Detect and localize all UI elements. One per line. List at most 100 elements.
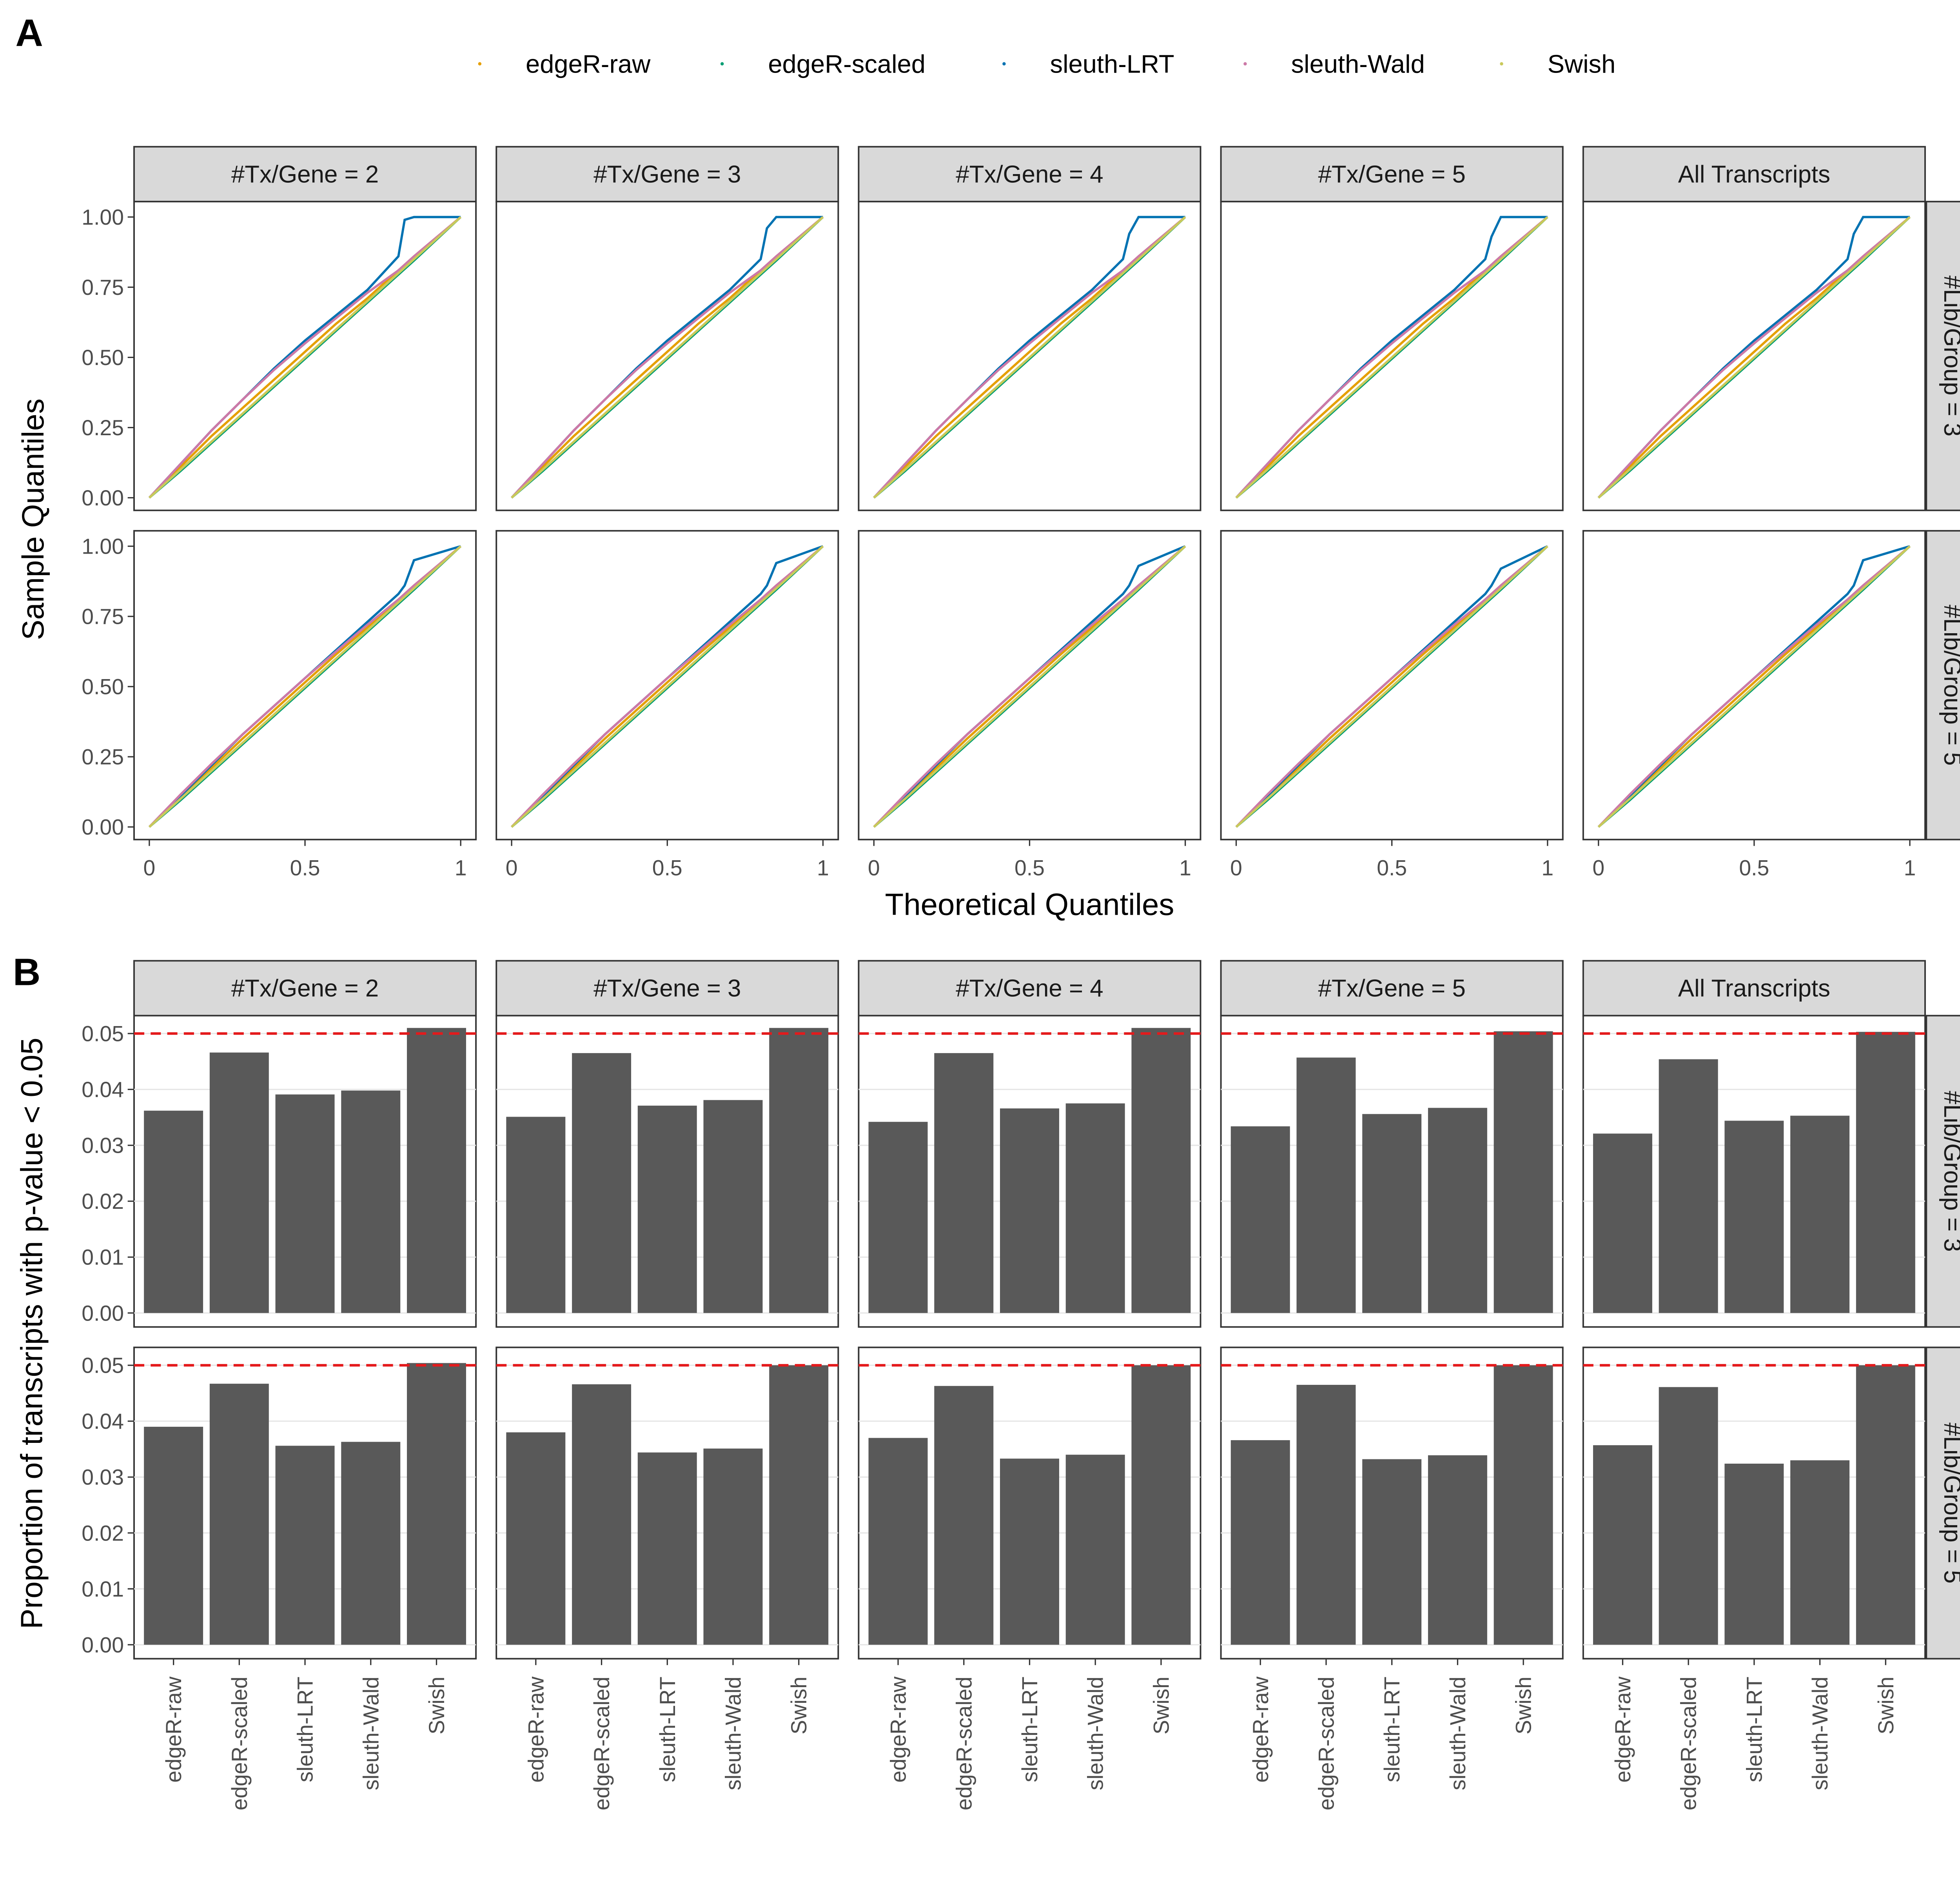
qq-line [1597, 545, 1911, 828]
bar [506, 1117, 566, 1313]
bar [506, 1432, 566, 1645]
x-tick-label: sleuth-LRT [655, 1677, 680, 1782]
bar [572, 1384, 632, 1645]
y-tick-label: 0.05 [82, 1022, 124, 1046]
y-tick-label: 0.05 [82, 1353, 124, 1378]
y-tick-label: 0.02 [82, 1189, 124, 1213]
y-axis-title: Proportion of transcripts with p-value <… [15, 1037, 49, 1629]
bar [407, 1028, 466, 1313]
facet-strip [495, 146, 839, 203]
facet-label: All Transcripts [1678, 975, 1830, 1002]
bar [1230, 1440, 1290, 1645]
facet-label: #Tx/Gene = 5 [1318, 161, 1466, 188]
qq-line [1235, 545, 1548, 828]
facet-strip [1926, 201, 1960, 511]
x-tick-label: edgeR-scaled [952, 1677, 976, 1810]
x-tick-label: edgeR-scaled [590, 1677, 614, 1810]
y-tick-label: 0.50 [82, 345, 124, 370]
qq-line [873, 216, 1186, 499]
bar [868, 1438, 928, 1645]
legend-label: edgeR-raw [526, 49, 651, 78]
x-tick-label: edgeR-raw [524, 1676, 548, 1783]
facet-strip [858, 146, 1201, 203]
bar [1790, 1115, 1850, 1313]
facet-label: #Lib/Group = 5 [1939, 1422, 1960, 1584]
bar [1856, 1032, 1915, 1313]
facet-label: #Lib/Group = 3 [1939, 1091, 1960, 1252]
bar [637, 1452, 697, 1645]
bar [637, 1105, 697, 1313]
bar [1230, 1126, 1290, 1313]
bar [1362, 1459, 1422, 1645]
bar [1593, 1445, 1652, 1645]
x-tick-label: sleuth-LRT [1380, 1677, 1404, 1782]
x-tick-label: edgeR-raw [162, 1676, 186, 1783]
y-tick-label: 0.75 [82, 605, 124, 629]
x-tick-label: 1 [1541, 856, 1553, 880]
bar [1494, 1031, 1553, 1313]
qq-line [873, 545, 1186, 828]
facet-strip [495, 960, 839, 1017]
x-tick-label: sleuth-Wald [1808, 1677, 1832, 1790]
bar [1000, 1108, 1059, 1313]
x-tick-label: 1 [455, 856, 467, 880]
facet-label: #Tx/Gene = 3 [593, 161, 741, 188]
facet-label: #Tx/Gene = 4 [956, 161, 1103, 188]
x-tick-label: edgeR-scaled [1677, 1677, 1701, 1810]
y-tick-label: 0.01 [82, 1245, 124, 1270]
y-tick-label: 0.25 [82, 416, 124, 440]
y-tick-label: 0.00 [82, 486, 124, 510]
facet-strip [858, 960, 1201, 1017]
qq-line [1235, 216, 1548, 499]
bar [769, 1028, 829, 1313]
x-tick-label: sleuth-LRT [293, 1677, 318, 1782]
bar [209, 1384, 269, 1645]
x-tick-label: 1 [817, 856, 829, 880]
facet-strip [133, 960, 477, 1017]
y-tick-label: 0.75 [82, 275, 124, 300]
legend-label: edgeR-scaled [768, 49, 926, 78]
facet-label: #Tx/Gene = 2 [231, 161, 379, 188]
bar [341, 1442, 401, 1645]
legend-swatch [1500, 62, 1503, 65]
x-tick-label: sleuth-Wald [1083, 1677, 1108, 1790]
panel-letter: A [15, 11, 43, 54]
bar [1428, 1108, 1487, 1313]
bar [1856, 1365, 1915, 1645]
legend-swatch [720, 62, 724, 65]
qq-line [148, 545, 462, 828]
facet-strip [1926, 530, 1960, 841]
y-tick-label: 0.04 [82, 1409, 124, 1433]
y-tick-label: 0.02 [82, 1521, 124, 1545]
bar [1000, 1459, 1059, 1645]
y-tick-label: 0.50 [82, 675, 124, 699]
bar [144, 1426, 203, 1645]
bar [1362, 1114, 1422, 1313]
x-tick-label: sleuth-LRT [1742, 1677, 1766, 1782]
x-axis-title: Theoretical Quantiles [885, 887, 1174, 921]
bar [934, 1053, 994, 1313]
x-tick-label: edgeR-raw [1249, 1676, 1273, 1783]
bar [1131, 1028, 1191, 1313]
bar [1131, 1365, 1191, 1645]
bar [1428, 1455, 1487, 1645]
bar [769, 1365, 829, 1645]
x-tick-label: edgeR-scaled [227, 1677, 252, 1810]
bar [1593, 1134, 1652, 1313]
facet-label: #Tx/Gene = 3 [593, 975, 741, 1002]
x-tick-label: 0 [868, 856, 880, 880]
bar [275, 1094, 335, 1313]
facet-strip [1582, 960, 1926, 1017]
bar [407, 1363, 466, 1645]
x-tick-label: 0 [1592, 856, 1604, 880]
facet-label: #Tx/Gene = 2 [231, 975, 379, 1002]
x-tick-label: 0.5 [290, 856, 320, 880]
facet-label: #Tx/Gene = 4 [956, 975, 1103, 1002]
x-tick-label: edgeR-raw [1611, 1676, 1635, 1783]
y-tick-label: 0.04 [82, 1077, 124, 1102]
qq-line [1235, 216, 1548, 499]
legend-swatch [1002, 62, 1006, 65]
x-tick-label: sleuth-Wald [721, 1677, 746, 1790]
qq-line [148, 216, 462, 499]
